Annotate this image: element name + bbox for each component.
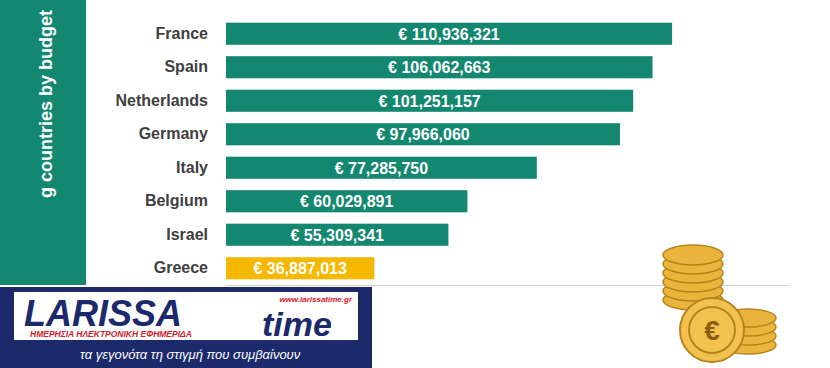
y-tick-label: Belgium bbox=[145, 192, 208, 209]
data-label: € 97,966,060 bbox=[376, 126, 470, 143]
logo-url: www.larissatime.gr bbox=[279, 295, 353, 304]
logo-subtitle: ΗΜΕΡΗΣΙΑ ΗΛΕΚΤΡΟΝΙΚΗ ΕΦΗΜΕΡΙΔΑ bbox=[30, 329, 192, 339]
logo-time: time bbox=[262, 305, 332, 343]
y-tick: Italy bbox=[176, 159, 208, 176]
y-tick: Spain bbox=[164, 58, 208, 75]
y-tick-label: Greece bbox=[154, 259, 208, 276]
logo-name: LARISSA bbox=[24, 293, 182, 334]
y-tick: Greece bbox=[154, 259, 208, 276]
data-label: € 55,309,341 bbox=[291, 227, 385, 244]
data-label: € 106,062,663 bbox=[388, 59, 490, 76]
bar bbox=[226, 257, 374, 279]
y-tick-label: Spain bbox=[164, 58, 208, 75]
bar bbox=[226, 56, 653, 78]
y-tick: Belgium bbox=[145, 192, 208, 209]
coin-symbol: € bbox=[704, 315, 720, 346]
y-tick: Germany bbox=[139, 125, 208, 142]
y-axis: France Spain Netherlands Germany Italy Belgiu… bbox=[116, 25, 209, 277]
bar bbox=[226, 90, 633, 112]
logo-bg bbox=[0, 287, 372, 368]
coin-inner bbox=[689, 307, 735, 353]
bars bbox=[226, 23, 672, 280]
data-label: € 36,887,013 bbox=[253, 260, 347, 277]
y-tick-label: Germany bbox=[139, 125, 208, 142]
data-label: € 110,936,321 bbox=[398, 26, 500, 43]
title: g countries by budget bbox=[36, 10, 56, 198]
chart: g countries by budget € 110,936,321 € 106,… bbox=[0, 0, 830, 368]
logo-slogan: τα γεγονότα τη στιγμή που συμβαίνουν bbox=[80, 347, 301, 362]
data-label: € 101,251,157 bbox=[378, 93, 480, 110]
bar bbox=[226, 190, 467, 212]
data-label: € 77,285,750 bbox=[335, 160, 429, 177]
coin bbox=[663, 245, 723, 265]
coins-icon: € bbox=[663, 245, 776, 362]
y-tick: Netherlands bbox=[116, 92, 209, 109]
y-tick-label: France bbox=[156, 25, 209, 42]
y-tick-label: Israel bbox=[166, 226, 208, 243]
bar bbox=[226, 23, 672, 45]
y-tick: Israel bbox=[166, 226, 208, 243]
y-tick: France bbox=[156, 25, 209, 42]
y-tick-label: Italy bbox=[176, 159, 208, 176]
bar bbox=[226, 224, 448, 246]
data-labels: € 110,936,321 € 106,062,663 € 101,251,157 €… bbox=[253, 26, 499, 278]
title-band bbox=[0, 0, 86, 285]
data-label: € 60,029,891 bbox=[300, 193, 394, 210]
logo: LARISSA timewww.larissatime.gr ΗΜΕΡΗΣΙΑ ΗΛ… bbox=[0, 287, 372, 368]
bar bbox=[226, 123, 620, 145]
y-tick-label: Netherlands bbox=[116, 92, 209, 109]
bar bbox=[226, 157, 537, 179]
coin bbox=[680, 298, 744, 362]
